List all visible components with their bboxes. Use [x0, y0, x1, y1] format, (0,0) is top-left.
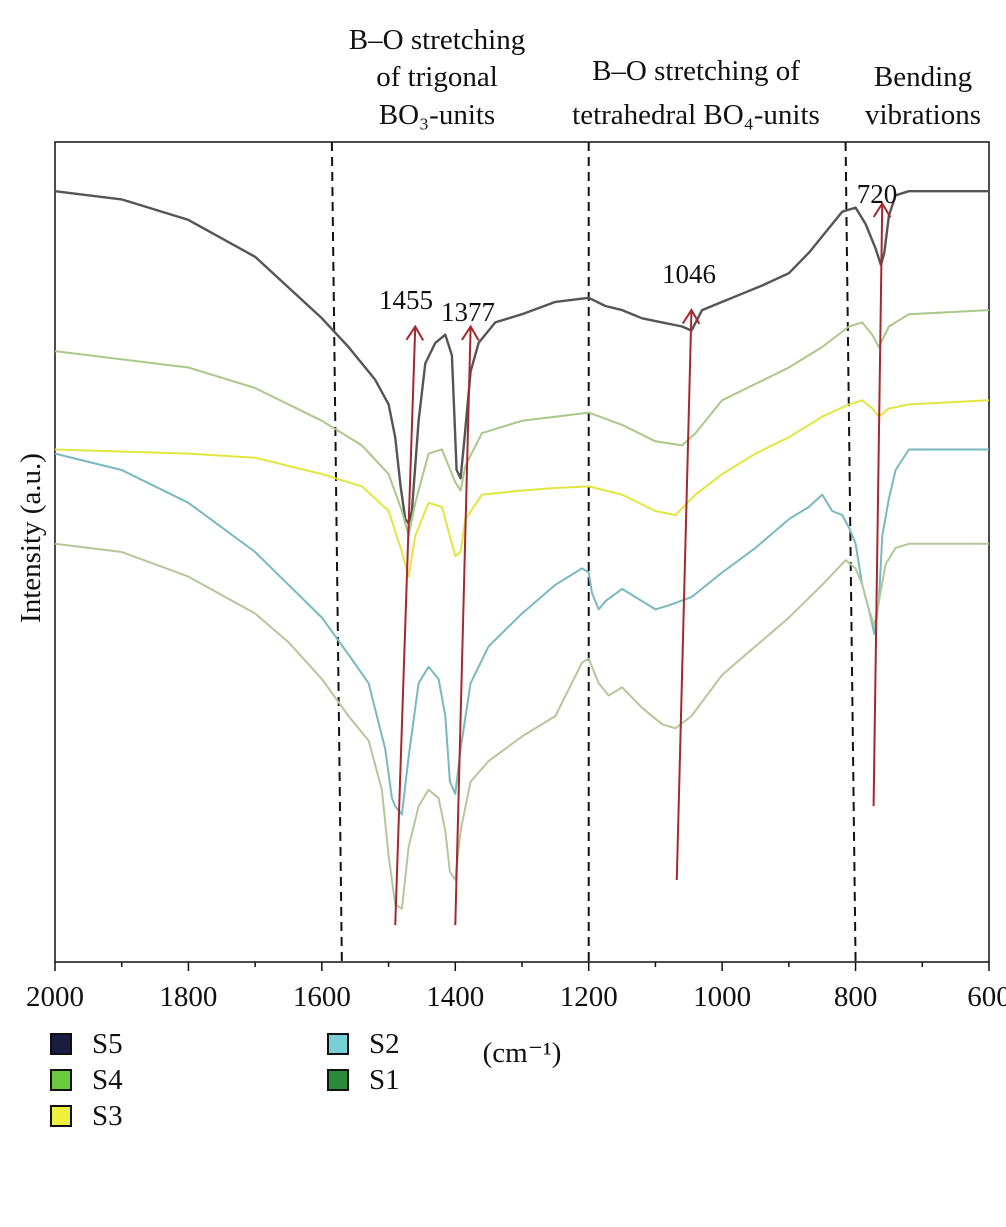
region-label-line: Bending: [874, 61, 972, 93]
peak-arrow: [454, 326, 472, 926]
x-tick-label-1000: 1000: [693, 981, 751, 1013]
x-tick-label-1800: 1800: [159, 981, 217, 1013]
legend-swatch-s4: [50, 1069, 72, 1091]
peak-arrows: [394, 201, 892, 926]
legend-swatch-s3: [50, 1105, 72, 1127]
x-axis-title: (cm⁻¹): [483, 1037, 562, 1069]
legend-swatch-s5: [50, 1033, 72, 1055]
series-line-s1: [54, 542, 989, 910]
legend-label-s3: S3: [92, 1099, 123, 1132]
legend-item-s2: S2: [327, 1028, 400, 1060]
x-tick-label-1400: 1400: [426, 981, 484, 1013]
region-label-line: of trigonal: [376, 61, 498, 93]
legend-label-s5: S5: [92, 1027, 123, 1060]
legend-item-s5: S5: [50, 1028, 123, 1060]
region-label-line: vibrations: [865, 99, 981, 131]
legend-item-s3: S3: [50, 1100, 123, 1132]
series-line-s4: [54, 309, 990, 537]
legend-label-s4: S4: [92, 1063, 123, 1096]
legend-label-s1: S1: [369, 1063, 400, 1096]
peak-label-720: 720: [857, 179, 898, 209]
series-line-s2: [54, 448, 989, 816]
legend-swatch-s2: [327, 1033, 349, 1055]
plot-frame: [54, 141, 990, 963]
peak-arrow: [872, 203, 884, 807]
region-labels: B–O stretching of trigonal BO₃-units B–O st…: [349, 24, 981, 131]
x-tick-label-2000: 2000: [26, 981, 84, 1013]
peak-arrowhead: [872, 201, 892, 218]
peak-arrowhead: [681, 308, 701, 325]
x-axis: 2000 1800 1600 1400 1200 1000 800 600: [26, 962, 1006, 1013]
region-dividers: [330, 141, 857, 963]
legend-item-s4: S4: [50, 1064, 123, 1096]
peak-arrow: [675, 310, 693, 881]
peak-arrow: [394, 326, 417, 926]
peak-label-1455: 1455: [379, 285, 433, 315]
x-tick-label-1200: 1200: [560, 981, 618, 1013]
series-lines: [54, 190, 990, 910]
peak-labels: 1455 1377 1046 720: [379, 179, 897, 327]
region-label-line: tetrahedral BO₄-units: [572, 99, 820, 131]
region-divider: [330, 141, 343, 963]
legend-item-s1: S1: [327, 1064, 400, 1096]
peak-arrowhead: [405, 324, 425, 341]
x-tick-label-800: 800: [834, 981, 878, 1013]
region-divider: [844, 141, 857, 963]
legend-swatch-s1: [327, 1069, 349, 1091]
peak-arrowhead: [461, 324, 480, 341]
region-label-line: BO₃-units: [379, 99, 495, 131]
series-line-s3: [54, 399, 990, 578]
region-label-line: B–O stretching: [349, 24, 525, 56]
region-label-line: B–O stretching of: [592, 55, 800, 87]
peak-label-1377: 1377: [441, 297, 495, 327]
legend-label-s2: S2: [369, 1027, 400, 1060]
series-line-s5: [54, 190, 989, 525]
y-axis-title: Intensity (a.u.): [15, 453, 47, 623]
x-tick-label-600: 600: [967, 981, 1006, 1013]
peak-label-1046: 1046: [662, 259, 716, 289]
legend: S5 S4 S3 S2 S1: [50, 1028, 470, 1158]
x-tick-label-1600: 1600: [293, 981, 351, 1013]
